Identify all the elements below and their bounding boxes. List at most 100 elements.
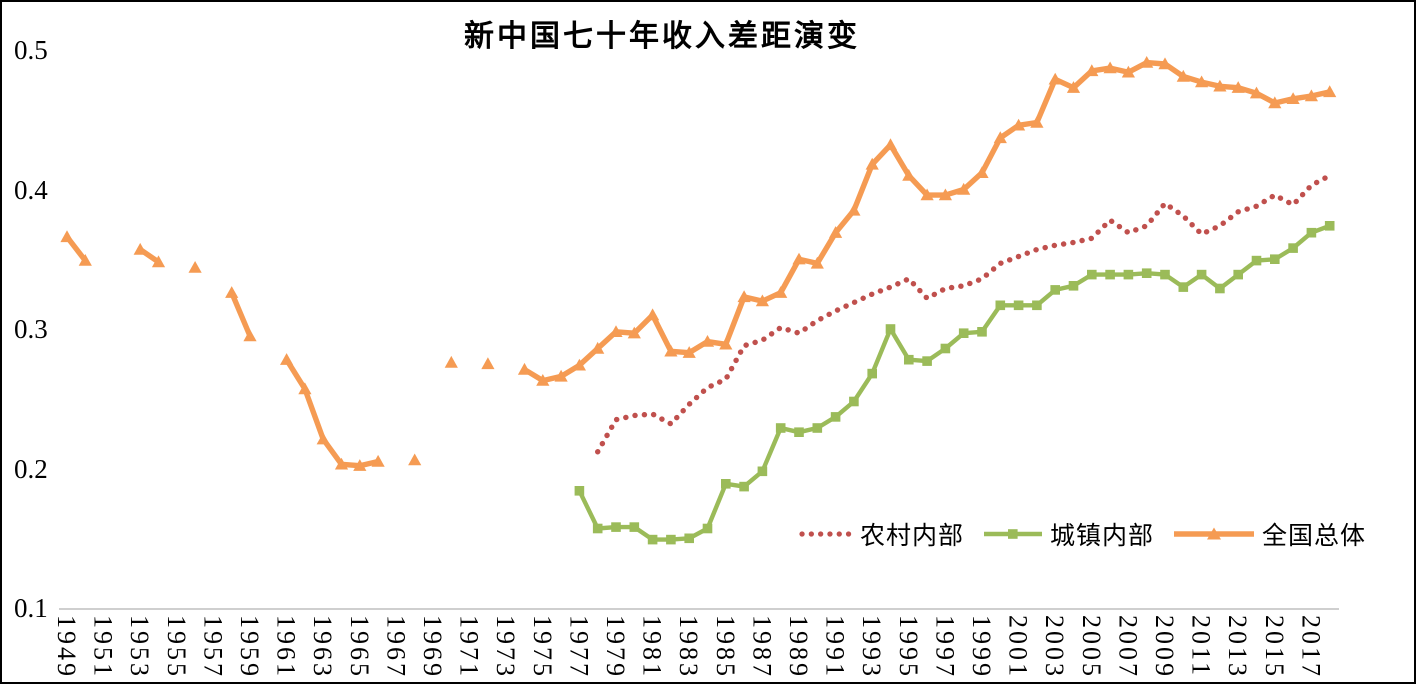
data-point-marker	[849, 396, 859, 407]
x-axis-tick-label: 1979	[601, 615, 630, 679]
data-point-marker	[298, 382, 312, 395]
chart-title: 新中国七十年收入差距演变	[464, 20, 860, 53]
data-point-marker	[684, 533, 694, 544]
data-point-marker	[646, 308, 660, 321]
data-point-marker	[1048, 72, 1062, 85]
x-axis-tick-label: 2017	[1296, 615, 1326, 679]
data-point-marker	[1123, 269, 1134, 280]
legend-label-urban: 城镇内部	[1050, 523, 1155, 550]
x-axis-tick-label: 2001	[1003, 615, 1033, 679]
x-axis-tick-label: 1997	[930, 615, 960, 679]
data-point-marker	[700, 335, 715, 347]
data-point-marker	[904, 354, 914, 365]
data-point-marker	[664, 344, 678, 357]
legend: 农村内部 城镇内部 全国总体	[798, 516, 1366, 552]
data-point-marker	[1030, 115, 1044, 128]
x-axis-tick-label: 1985	[710, 615, 740, 679]
data-point-marker	[995, 300, 1006, 311]
data-point-marker	[1103, 61, 1117, 74]
data-point-marker	[554, 369, 568, 382]
data-point-marker	[334, 457, 349, 470]
data-point-marker	[1068, 281, 1079, 291]
series-urban-line	[577, 223, 1331, 542]
x-axis-tick-label: 1989	[784, 615, 813, 679]
data-point-marker	[1066, 81, 1081, 93]
data-point-marker	[1195, 75, 1209, 88]
x-axis-tick-label: 1961	[271, 615, 301, 679]
x-axis-tick-label: 2015	[1259, 615, 1289, 679]
data-point-marker	[1288, 243, 1298, 253]
data-point-marker	[408, 453, 422, 466]
data-point-marker	[865, 157, 879, 170]
data-point-marker	[867, 368, 877, 379]
data-point-marker	[682, 346, 696, 358]
data-point-marker	[572, 358, 586, 371]
data-point-marker	[1324, 221, 1335, 231]
series-national-line	[229, 291, 253, 338]
data-point-marker	[517, 362, 532, 375]
y-axis-tick-label: 0.1	[14, 593, 48, 623]
x-axis-tick-label: 1995	[893, 615, 923, 679]
data-point-marker	[829, 226, 843, 238]
data-point-marker	[810, 256, 824, 269]
data-point-marker	[1032, 300, 1042, 311]
national-triangle-line-swatch-icon	[1174, 527, 1255, 541]
data-point-marker	[938, 188, 952, 201]
data-point-marker	[1249, 86, 1264, 99]
series-national-line	[523, 59, 1331, 384]
data-point-marker	[1158, 57, 1172, 70]
x-axis-tick-label: 1973	[491, 615, 521, 679]
data-point-marker	[188, 261, 202, 273]
series-national	[60, 56, 1337, 471]
data-point-marker	[774, 286, 788, 298]
x-axis-tick-label: 1977	[564, 615, 594, 679]
data-point-marker	[371, 454, 385, 467]
series-national-line	[284, 358, 379, 469]
data-point-marker	[940, 343, 951, 354]
data-point-marker	[1304, 89, 1318, 102]
data-point-marker	[280, 353, 294, 365]
data-point-marker	[812, 423, 823, 433]
data-point-marker	[1013, 300, 1024, 311]
data-point-marker	[958, 328, 969, 338]
x-axis-tick-label: 1967	[381, 615, 411, 679]
data-point-marker	[1323, 85, 1337, 98]
data-point-marker	[481, 357, 495, 370]
data-point-marker	[444, 355, 458, 368]
data-point-marker	[883, 138, 898, 151]
data-point-marker	[977, 327, 987, 337]
urban-square-line-swatch-icon	[984, 528, 1043, 540]
data-point-marker	[920, 188, 934, 201]
data-point-marker	[1050, 285, 1060, 295]
data-point-marker	[78, 254, 92, 266]
x-axis-tick-label: 1971	[454, 615, 484, 679]
y-axis-tick-label: 0.5	[14, 35, 48, 65]
data-point-marker	[574, 486, 585, 496]
data-point-marker	[902, 169, 916, 181]
data-point-marker	[536, 374, 550, 386]
data-point-marker	[1231, 81, 1245, 93]
y-axis-tick-label: 0.2	[14, 453, 48, 484]
data-point-marker	[353, 459, 367, 471]
data-point-marker	[133, 242, 147, 255]
data-point-marker	[1286, 92, 1300, 104]
y-axis-tick-label: 0.4	[14, 174, 48, 205]
legend-label-national: 全国总体	[1262, 523, 1367, 550]
x-axis-tick-label: 2011	[1186, 615, 1216, 679]
data-point-marker	[225, 286, 239, 298]
data-point-marker	[666, 534, 676, 545]
data-point-marker	[922, 356, 932, 366]
y-axis-tick-label: 0.3	[14, 314, 48, 344]
data-point-marker	[775, 423, 786, 433]
x-axis-tick-label: 1969	[418, 615, 447, 679]
x-axis-tick-label: 1981	[637, 615, 667, 679]
data-point-marker	[794, 427, 804, 437]
data-point-marker	[757, 466, 768, 477]
x-axis-tick-label: 1983	[674, 615, 704, 679]
data-point-marker	[611, 522, 621, 532]
data-point-marker	[1121, 65, 1135, 78]
data-point-marker	[702, 523, 713, 534]
data-point-marker	[737, 290, 751, 303]
